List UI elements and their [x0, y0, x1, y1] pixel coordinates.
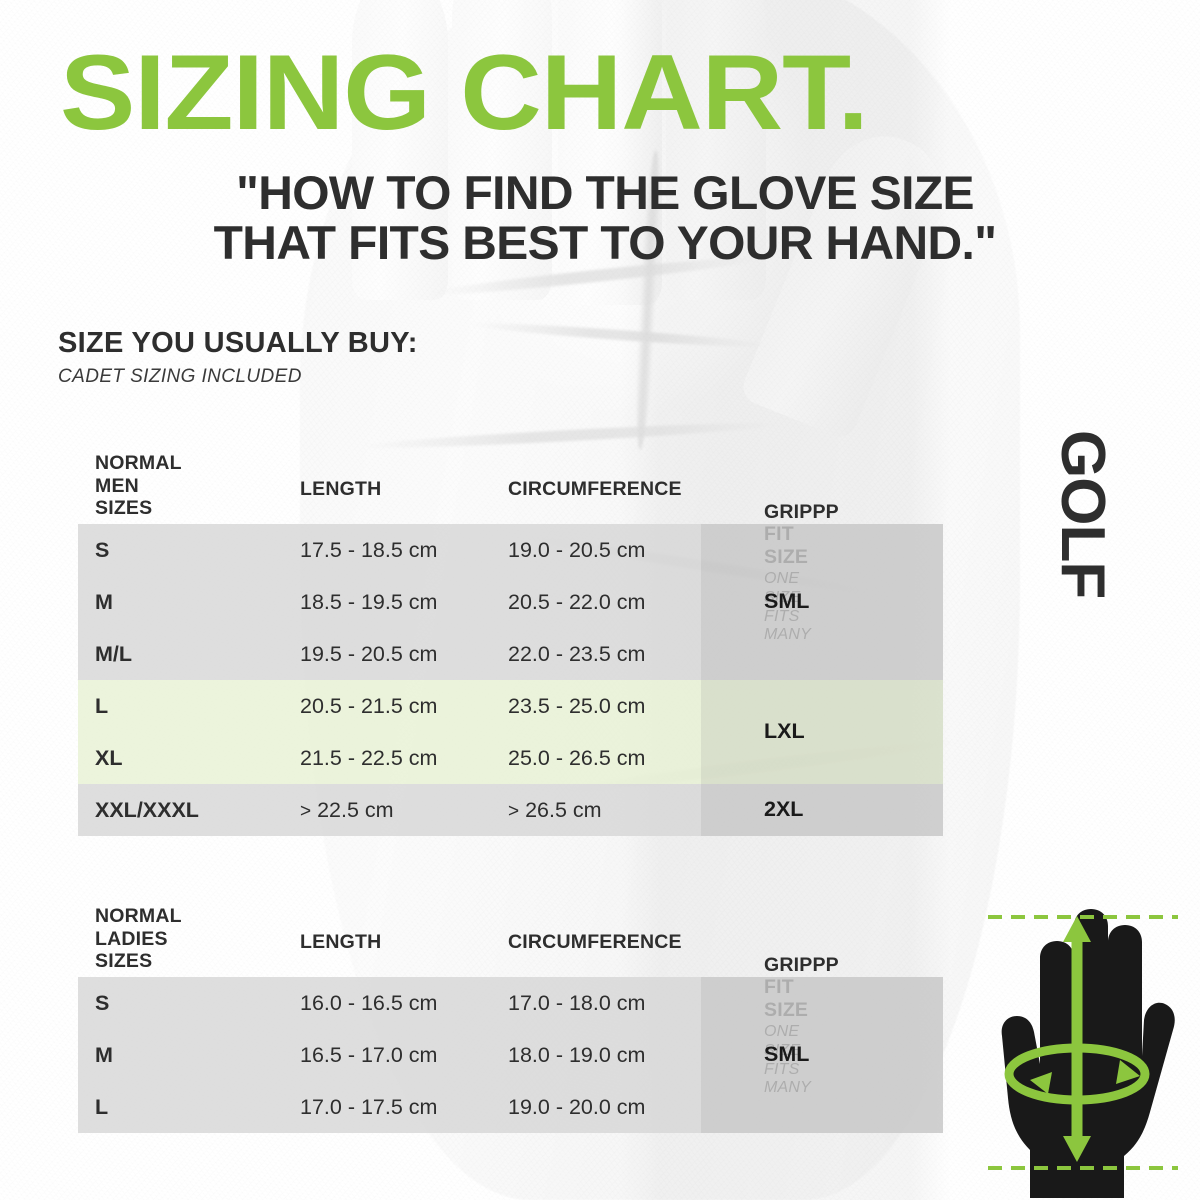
- page-subtitle: "HOW TO FIND THE GLOVE SIZE THAT FITS BE…: [49, 166, 1161, 270]
- header-circumference: CIRCUMFERENCE: [508, 478, 682, 500]
- header-circumference: CIRCUMFERENCE: [508, 931, 682, 953]
- row-group-band: [78, 784, 943, 836]
- cell-circumference: 23.5 - 25.0 cm: [508, 694, 646, 718]
- header-length: LENGTH: [300, 478, 382, 500]
- section-note: CADET SIZING INCLUDED: [58, 366, 302, 387]
- row-group-band: [78, 524, 943, 680]
- cell-size: XXL/XXXL: [95, 798, 199, 822]
- cell-size: S: [95, 991, 110, 1015]
- header-size: NORMAL LADIES SIZES: [95, 905, 182, 973]
- cell-circumference: 19.0 - 20.0 cm: [508, 1095, 646, 1119]
- cell-circumference: 25.0 - 26.5 cm: [508, 746, 646, 770]
- section-heading: SIZE YOU USUALLY BUY:: [58, 327, 418, 359]
- cell-size: M: [95, 590, 113, 614]
- subtitle-line-2: THAT FITS BEST TO YOUR HAND.": [213, 216, 997, 270]
- cell-fit-size: SML: [764, 1042, 810, 1066]
- subtitle-line-1: "HOW TO FIND THE GLOVE SIZE: [236, 166, 974, 219]
- cell-size: S: [95, 538, 110, 562]
- page-title: SIZING CHART.: [60, 32, 869, 152]
- cell-circumference: > 26.5 cm: [508, 798, 602, 822]
- cell-length: 16.5 - 17.0 cm: [300, 1043, 438, 1067]
- row-group-band: [78, 680, 943, 784]
- cell-fit-size: LXL: [764, 719, 805, 743]
- cell-circumference: 20.5 - 22.0 cm: [508, 590, 646, 614]
- band-photo-shadow: [701, 680, 943, 784]
- hand-measurement-diagram: [972, 898, 1194, 1198]
- cell-fit-size: SML: [764, 589, 810, 613]
- row-group-band: [78, 977, 943, 1133]
- cell-circumference: 19.0 - 20.5 cm: [508, 538, 646, 562]
- hand-silhouette: [1001, 909, 1175, 1198]
- cell-length: 18.5 - 19.5 cm: [300, 590, 438, 614]
- band-photo-shadow: [701, 524, 943, 680]
- cell-length: 21.5 - 22.5 cm: [300, 746, 438, 770]
- cell-size: L: [95, 694, 109, 718]
- length-arrow: [1063, 916, 1091, 1162]
- brand-vertical-label: GOLF: [1048, 430, 1117, 599]
- header-size: NORMAL MEN SIZES: [95, 452, 182, 520]
- cell-length: 16.0 - 16.5 cm: [300, 991, 438, 1015]
- cell-length: > 22.5 cm: [300, 798, 394, 822]
- cell-length: 20.5 - 21.5 cm: [300, 694, 438, 718]
- cell-length: 17.5 - 18.5 cm: [300, 538, 438, 562]
- cell-size: M/L: [95, 642, 133, 666]
- cell-circumference: 17.0 - 18.0 cm: [508, 991, 646, 1015]
- cell-size: XL: [95, 746, 123, 770]
- cell-length: 19.5 - 20.5 cm: [300, 642, 438, 666]
- header-length: LENGTH: [300, 931, 382, 953]
- band-photo-shadow: [701, 977, 943, 1133]
- band-photo-shadow: [701, 784, 943, 836]
- cell-size: L: [95, 1095, 109, 1119]
- cell-circumference: 22.0 - 23.5 cm: [508, 642, 646, 666]
- cell-circumference: 18.0 - 19.0 cm: [508, 1043, 646, 1067]
- cell-size: M: [95, 1043, 113, 1067]
- cell-fit-size: 2XL: [764, 797, 804, 821]
- cell-length: 17.0 - 17.5 cm: [300, 1095, 438, 1119]
